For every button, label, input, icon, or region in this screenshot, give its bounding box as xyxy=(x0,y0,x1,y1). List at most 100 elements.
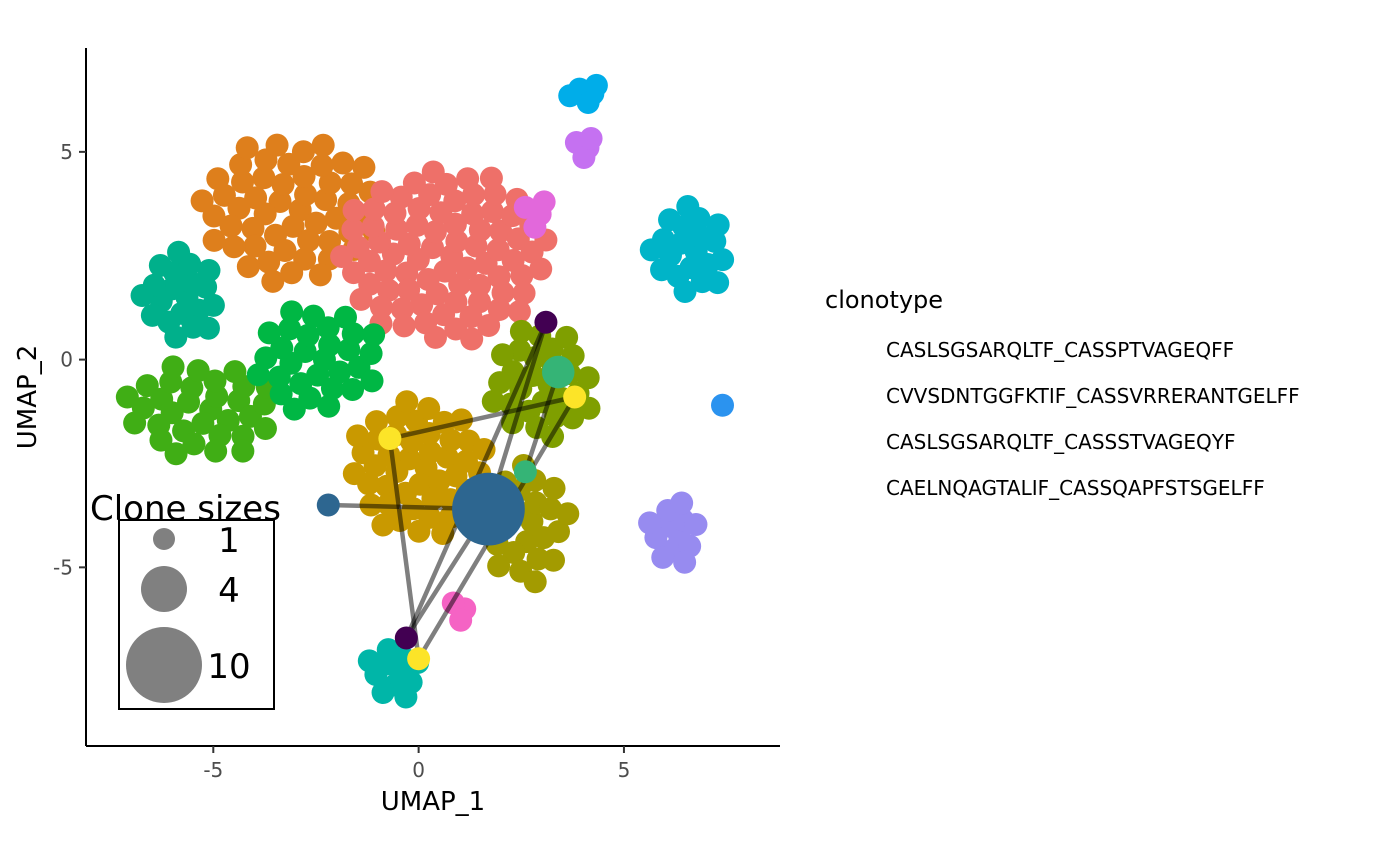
cell-point xyxy=(280,261,304,285)
x-tick-label: -5 xyxy=(203,758,223,782)
cell-point xyxy=(510,264,534,288)
cell-point xyxy=(333,305,357,329)
cell-point xyxy=(320,377,344,401)
cell-point xyxy=(445,229,469,253)
cell-point xyxy=(394,685,418,709)
cell-point xyxy=(282,397,306,421)
cell-point xyxy=(342,462,366,486)
clone-point xyxy=(541,355,575,389)
cell-point xyxy=(487,554,511,578)
cell-point xyxy=(523,215,547,239)
cell-point xyxy=(395,390,419,414)
clone-point xyxy=(563,385,587,409)
cell-point xyxy=(512,281,536,305)
cell-point xyxy=(241,216,265,240)
cell-point xyxy=(460,327,484,351)
cell-point xyxy=(219,214,243,238)
cell-point xyxy=(182,432,206,456)
cell-point xyxy=(201,293,225,317)
clone-point xyxy=(452,472,525,546)
cell-point xyxy=(448,272,472,296)
cell-point xyxy=(273,239,297,263)
y-tick-label: -5 xyxy=(53,555,73,579)
cell-point xyxy=(342,261,366,285)
cell-point xyxy=(684,513,708,537)
clonotype-legend-title: clonotype xyxy=(825,286,943,314)
x-tick-label: 5 xyxy=(618,758,631,782)
cell-point xyxy=(658,208,682,232)
cell-point xyxy=(186,359,210,383)
cell-point xyxy=(161,355,185,379)
cell-point xyxy=(405,213,429,237)
cell-point xyxy=(421,487,445,511)
cell-point xyxy=(556,502,580,526)
clonotype-legend-entry: CAELNQAGTALIF_CASSQAPFSTSGELFF xyxy=(886,476,1265,500)
cell-point xyxy=(673,279,697,303)
cell-point xyxy=(167,240,191,264)
cell-point xyxy=(149,428,173,452)
cell-point xyxy=(508,338,532,362)
cell-point xyxy=(317,394,341,418)
size-legend-label-4: 4 xyxy=(218,571,240,611)
cell-point xyxy=(417,396,441,420)
cell-point xyxy=(529,257,553,281)
cell-point xyxy=(257,321,281,345)
cell-point xyxy=(204,439,228,463)
size-legend-marker-10 xyxy=(126,627,202,703)
y-tick-label: 5 xyxy=(60,140,73,164)
cell-point xyxy=(509,319,533,343)
cell-point xyxy=(150,387,174,411)
clone-point xyxy=(378,427,402,451)
size-legend-marker-4 xyxy=(141,566,187,612)
cell-point xyxy=(477,313,501,337)
cell-point xyxy=(650,258,674,282)
cell-point xyxy=(269,382,293,406)
cell-point xyxy=(357,649,381,673)
cell-point xyxy=(402,171,426,195)
cell-point xyxy=(711,393,735,417)
cell-point xyxy=(231,170,255,194)
cell-point xyxy=(330,245,354,269)
clonotype-legend-entry: CASLSGSARQLTF_CASSPTVAGEQFF xyxy=(886,338,1234,362)
cell-point xyxy=(304,211,328,235)
cell-point xyxy=(196,316,220,340)
cell-point xyxy=(706,213,730,237)
cell-point xyxy=(639,238,663,262)
cell-point xyxy=(673,550,697,574)
cell-point xyxy=(584,73,608,97)
cell-point xyxy=(513,195,537,219)
cell-point xyxy=(231,439,255,463)
cell-point xyxy=(572,146,596,170)
cell-point xyxy=(461,202,485,226)
cell-point xyxy=(371,681,395,705)
cell-point xyxy=(280,300,304,324)
cell-point xyxy=(456,167,480,191)
cell-point xyxy=(371,513,395,537)
cell-point xyxy=(130,284,154,308)
clone-point xyxy=(316,493,340,517)
cell-point xyxy=(261,269,285,293)
cell-point xyxy=(523,570,547,594)
x-axis-label: UMAP_1 xyxy=(381,787,485,817)
cell-point xyxy=(267,365,291,389)
cell-point xyxy=(190,189,214,213)
cell-point xyxy=(342,198,366,222)
cell-point xyxy=(362,197,386,221)
cell-point xyxy=(115,385,139,409)
y-tick-label: 0 xyxy=(60,348,73,372)
cell-point xyxy=(164,325,188,349)
cell-point xyxy=(271,173,295,197)
cell-point xyxy=(481,389,505,413)
cell-point xyxy=(670,491,694,515)
cell-point xyxy=(331,151,355,175)
cell-point xyxy=(491,343,515,367)
cell-point xyxy=(123,411,147,435)
clone-size-legend: Clone sizes 1 4 10 xyxy=(90,489,281,710)
cell-point xyxy=(253,416,277,440)
cell-point xyxy=(318,171,342,195)
cell-point xyxy=(310,153,334,177)
cell-point xyxy=(488,371,512,395)
cell-point xyxy=(390,297,414,321)
connection-line xyxy=(523,369,561,475)
size-legend-marker-1 xyxy=(153,528,175,550)
